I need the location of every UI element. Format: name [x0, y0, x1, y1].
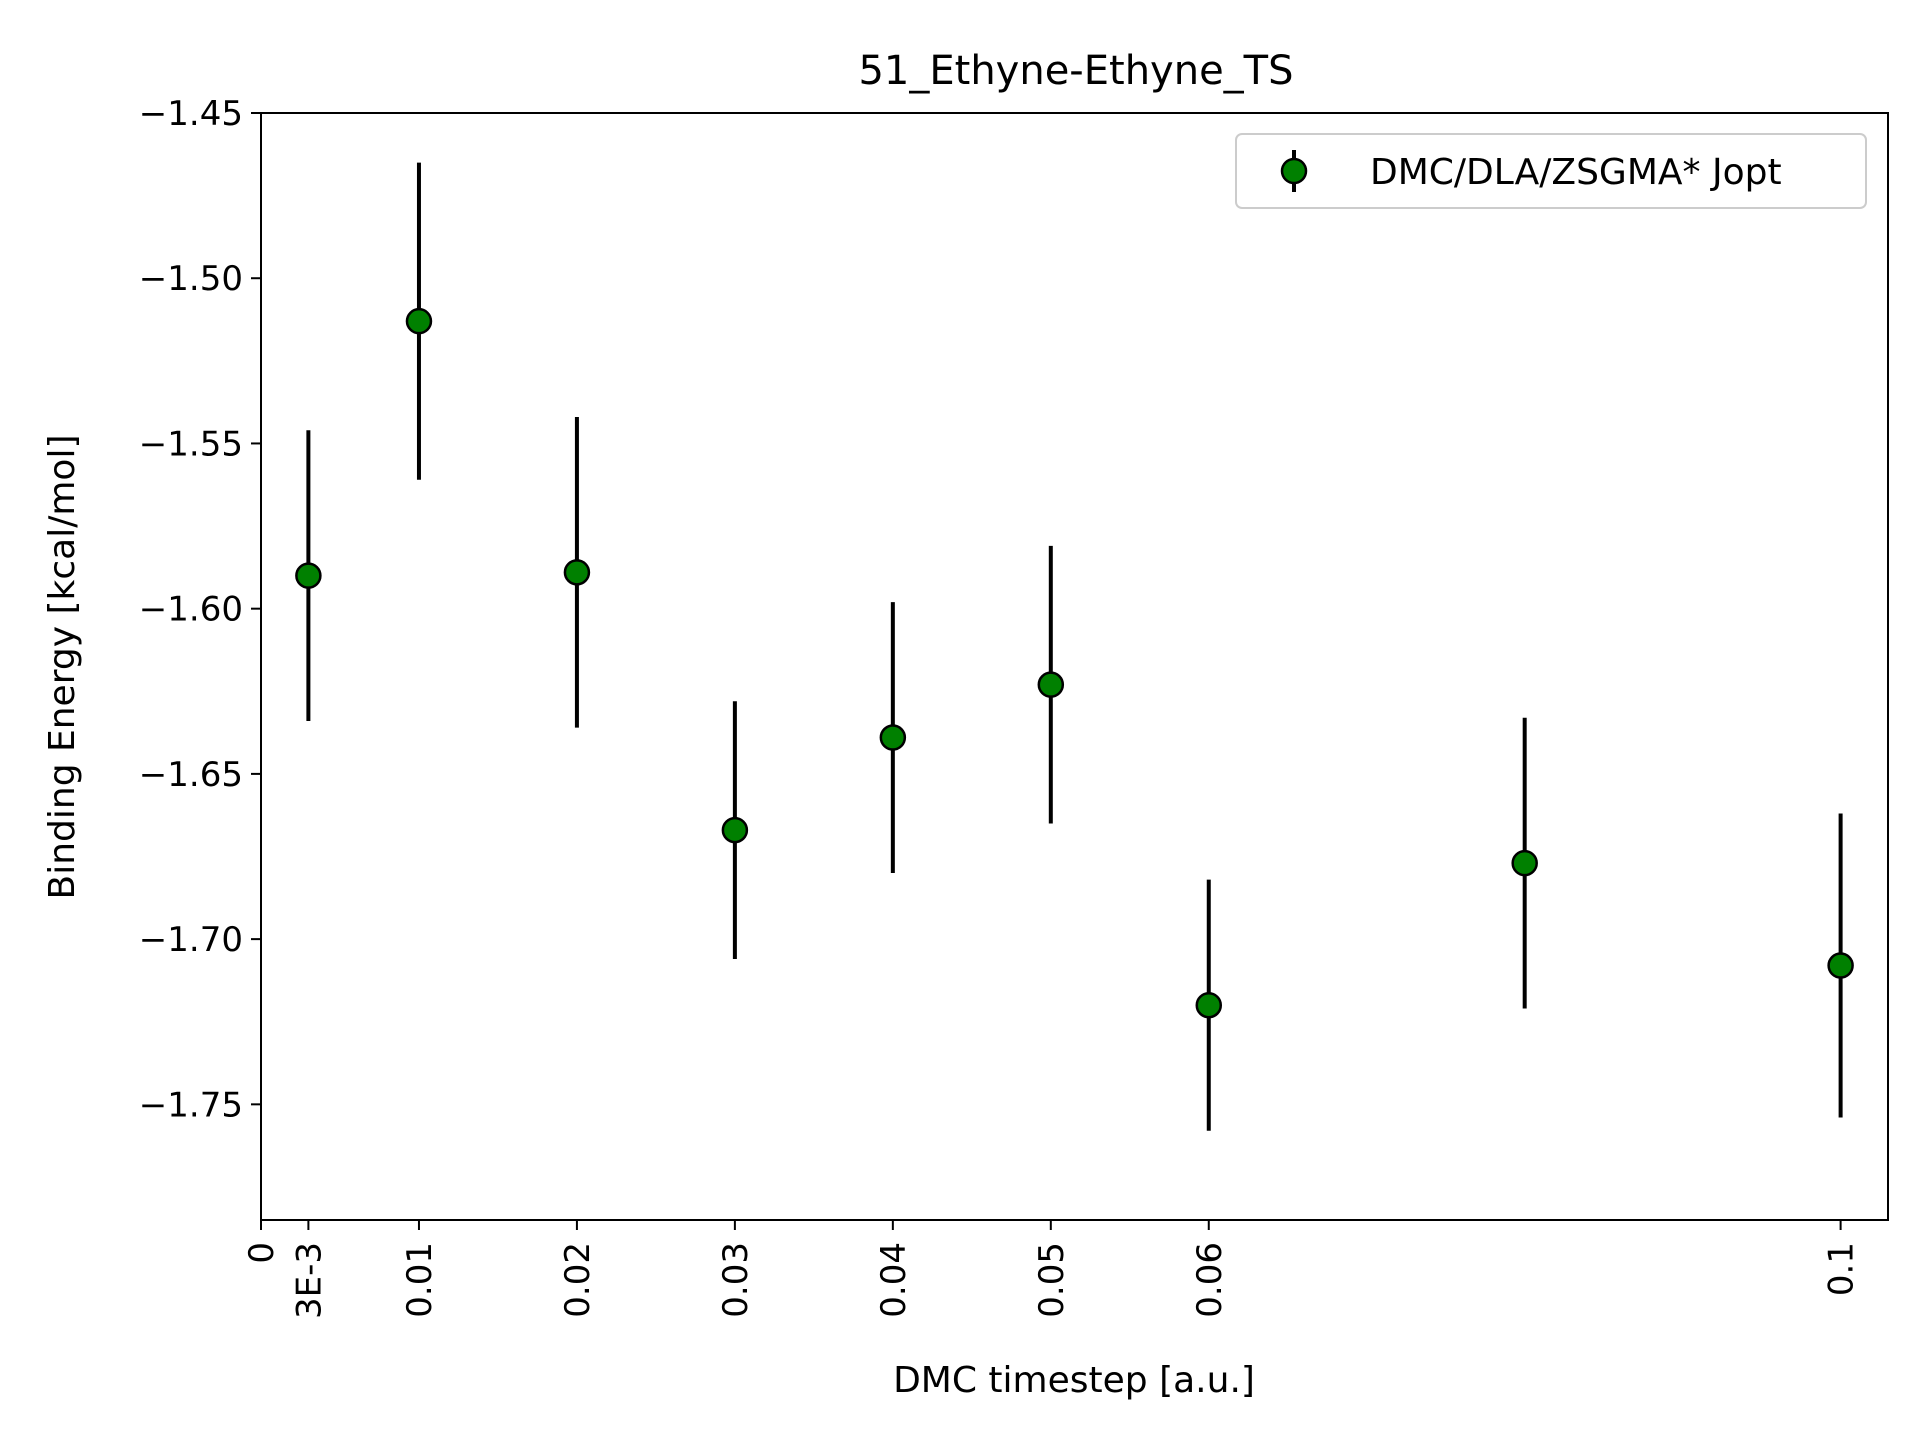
y-tick-label: −1.55 — [139, 424, 243, 464]
x-tick-label: 0.04 — [874, 1242, 914, 1318]
chart-title: 51_Ethyne-Ethyne_TS — [858, 48, 1293, 94]
data-point — [405, 307, 433, 335]
data-point — [295, 562, 322, 589]
data-point — [1827, 952, 1854, 979]
data-point — [721, 816, 749, 844]
x-tick-label: 0.01 — [400, 1242, 440, 1318]
legend-box — [1235, 133, 1867, 209]
data-point — [1037, 671, 1065, 698]
x-axis-label: DMC timestep [a.u.] — [893, 1360, 1255, 1401]
y-tick-label: −1.75 — [139, 1085, 243, 1125]
y-axis-label: Binding Energy [kcal/mol] — [42, 435, 83, 900]
y-axis-ticks: −1.45 −1.50 −1.55 −1.60 −1.65 −1.70 −1.75 — [139, 94, 261, 1125]
data-point — [1511, 849, 1538, 877]
data-point — [1195, 991, 1223, 1019]
x-tick-label: 0.05 — [1032, 1242, 1072, 1318]
y-tick-label: −1.60 — [139, 590, 243, 630]
x-tick-label: 0.06 — [1190, 1242, 1230, 1318]
data-point — [563, 559, 591, 586]
x-tick-label: 0.02 — [558, 1242, 598, 1318]
y-tick-label: −1.65 — [139, 755, 243, 795]
data-points — [295, 307, 1854, 1019]
x-tick-label: 0.1 — [1822, 1242, 1862, 1296]
y-tick-label: −1.50 — [139, 259, 243, 299]
x-axis-ticks: 0 3E-3 0.01 0.02 0.03 0.04 0.05 0.06 0.1 — [242, 1220, 1862, 1319]
legend: DMC/DLA/ZSGMA* Jopt — [1235, 133, 1867, 209]
x-tick-label: 0.03 — [716, 1242, 756, 1318]
y-tick-label: −1.70 — [139, 920, 243, 960]
data-point — [879, 724, 907, 751]
x-tick-label: 0 — [242, 1242, 282, 1264]
legend-label: DMC/DLA/ZSGMA* Jopt — [1370, 152, 1782, 193]
plot-frame — [260, 112, 1889, 1221]
x-tick-label: 3E-3 — [289, 1242, 329, 1319]
y-tick-label: −1.45 — [139, 94, 243, 134]
legend-marker — [1280, 157, 1308, 185]
